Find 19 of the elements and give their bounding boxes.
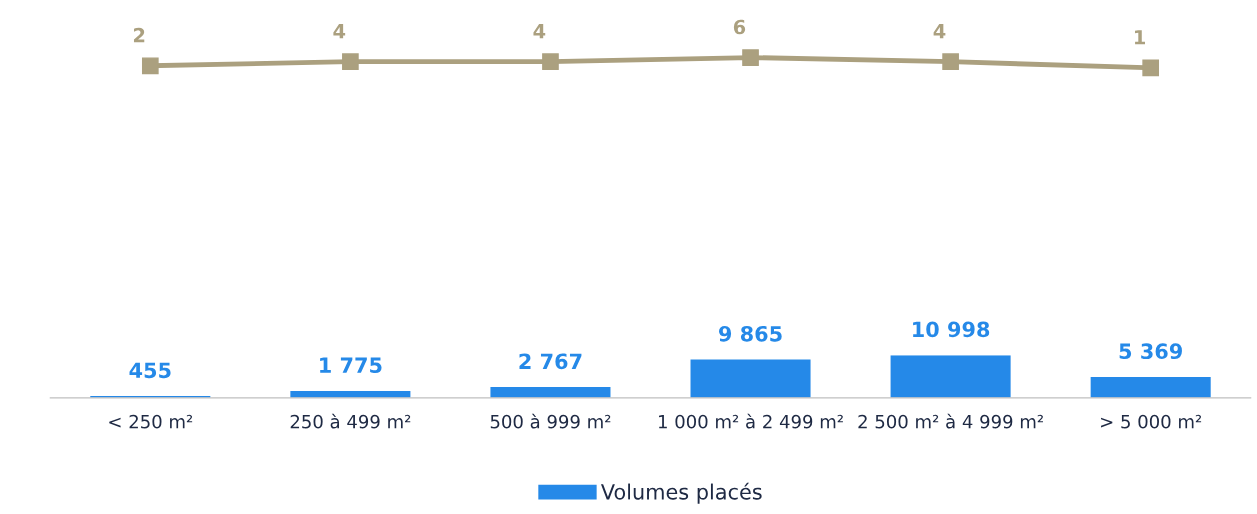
data-label: 4: [533, 24, 546, 39]
x-tick-label: < 250 m²: [109, 414, 193, 429]
data-label: 10 998: [913, 321, 990, 338]
data-label: 9 865: [718, 325, 782, 342]
data-label: 2: [133, 27, 145, 43]
data-label: 6: [733, 19, 746, 35]
data-label: 4: [333, 24, 346, 39]
data-label: 5 369: [1119, 343, 1182, 360]
data-label: 455: [129, 362, 171, 379]
x-tick-label: 1 000 m² à 2 499 m²: [658, 413, 843, 429]
data-label: 1 775: [320, 357, 382, 374]
data-label: 2 767: [519, 353, 582, 370]
data-label: 4: [933, 24, 946, 39]
x-tick-label: 500 à 999 m²: [490, 413, 611, 429]
legend-label: Volumes placés: [600, 482, 762, 504]
x-tick-label: 250 à 499 m²: [290, 413, 411, 429]
x-tick-label: > 5 000 m²: [1101, 414, 1202, 429]
x-tick-label: 2 500 m² à 4 999 m²: [858, 413, 1043, 429]
data-label: 1: [1135, 30, 1145, 45]
